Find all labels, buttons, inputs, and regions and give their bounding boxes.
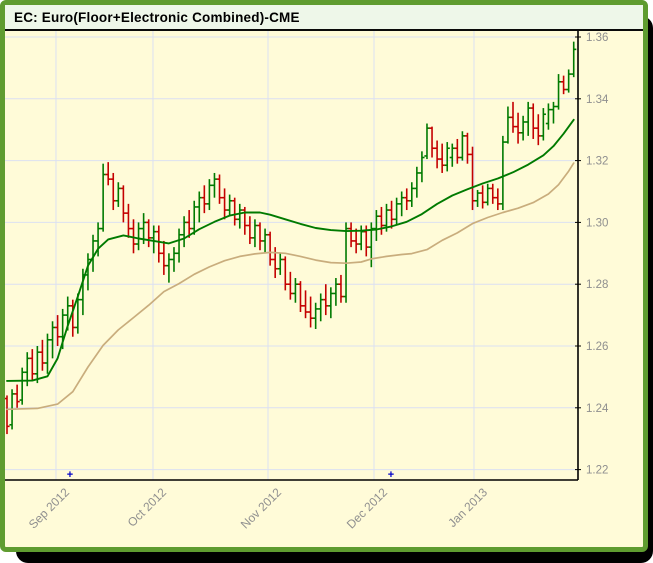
svg-text:Jan 2013: Jan 2013 <box>445 485 490 530</box>
svg-text:1.32: 1.32 <box>586 156 608 168</box>
svg-text:1.24: 1.24 <box>586 403 609 415</box>
ma-fast-green-line <box>6 118 575 382</box>
ohlc-bars <box>5 41 577 435</box>
chart-area: 1.36 1.34 1.32 1.30 1.28 1.26 1.24 1.22 Sep 2012… <box>5 31 643 545</box>
svg-text:1.34: 1.34 <box>586 94 609 106</box>
svg-text:1.30: 1.30 <box>586 217 608 229</box>
svg-text:1.22: 1.22 <box>586 465 608 477</box>
svg-text:1.36: 1.36 <box>586 32 608 44</box>
ma-slow-tan-line <box>6 162 575 411</box>
svg-text:1.28: 1.28 <box>586 279 608 291</box>
plus-markers[interactable]: + + <box>67 469 394 481</box>
y-axis-labels: 1.36 1.34 1.32 1.30 1.28 1.26 1.24 1.22 <box>586 32 609 477</box>
svg-text:Oct 2012: Oct 2012 <box>125 485 170 530</box>
plus-marker-icon[interactable]: + <box>67 469 73 481</box>
x-axis-labels: Sep 2012 Oct 2012 Nov 2012 Dec 2012 Jan 2013 <box>26 485 490 531</box>
svg-text:Dec 2012: Dec 2012 <box>344 485 390 531</box>
axis-lines <box>5 31 581 481</box>
window-title: EC: Euro(Floor+Electronic Combined)-CME <box>14 9 300 25</box>
price-chart[interactable]: 1.36 1.34 1.32 1.30 1.28 1.26 1.24 1.22 Sep 2012… <box>5 31 643 545</box>
svg-text:Sep 2012: Sep 2012 <box>26 485 72 531</box>
chart-window: EC: Euro(Floor+Electronic Combined)-CME … <box>0 0 648 552</box>
window-titlebar[interactable]: EC: Euro(Floor+Electronic Combined)-CME <box>5 5 643 31</box>
grid-lines <box>5 31 578 480</box>
plus-marker-icon[interactable]: + <box>388 469 394 481</box>
svg-text:Nov 2012: Nov 2012 <box>238 485 284 531</box>
svg-text:1.26: 1.26 <box>586 341 608 353</box>
